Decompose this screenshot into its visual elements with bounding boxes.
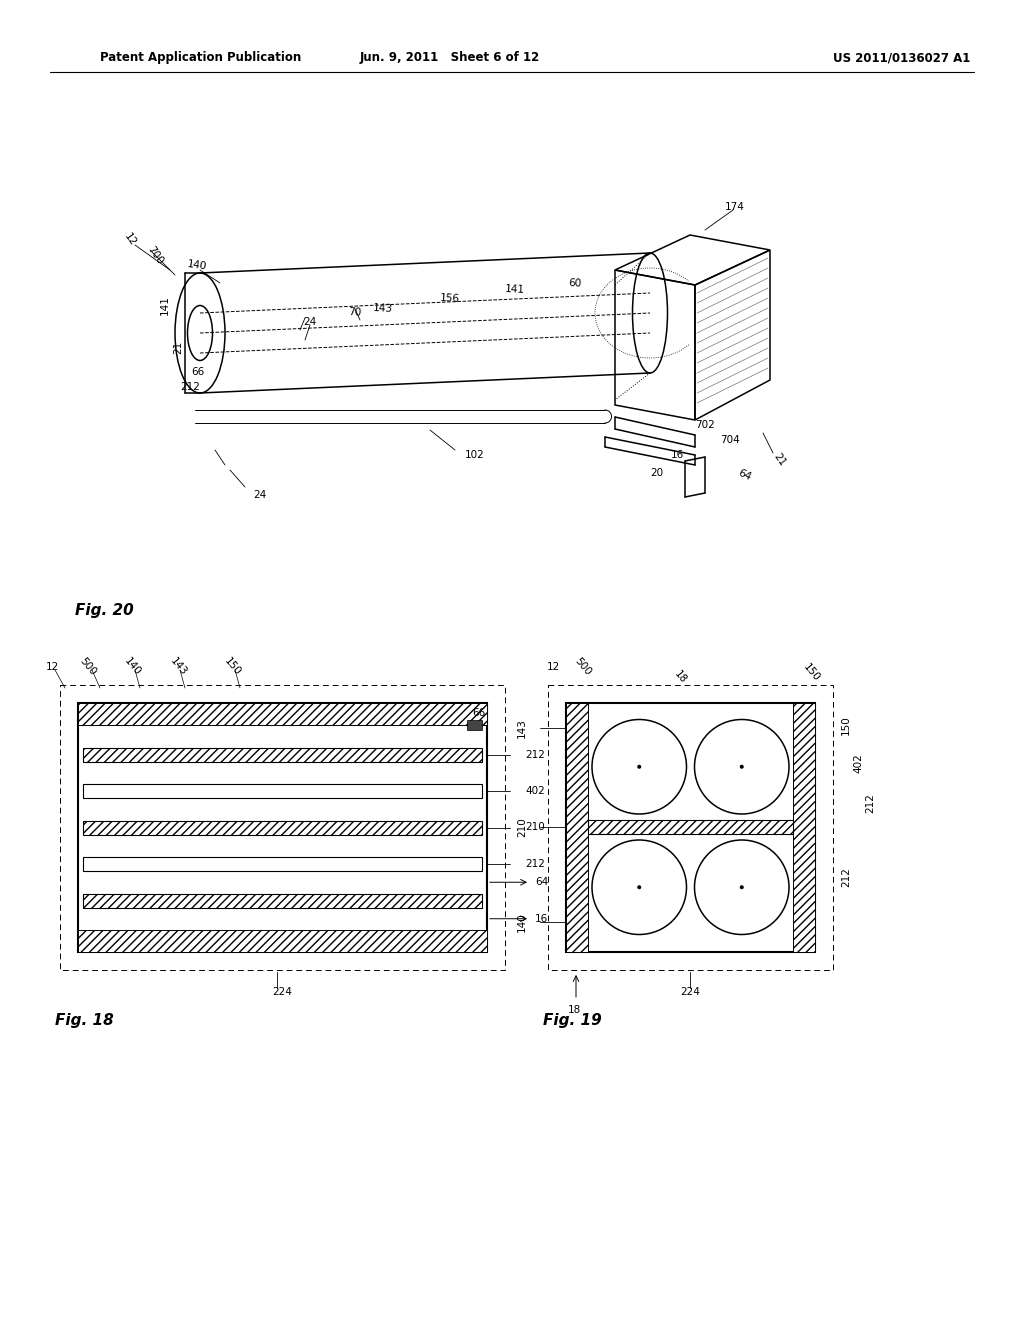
- Text: 66: 66: [191, 367, 205, 378]
- Text: 140: 140: [186, 259, 208, 272]
- Text: 150: 150: [841, 715, 851, 735]
- Bar: [83, 857, 482, 871]
- Text: 64: 64: [737, 467, 753, 482]
- Text: 70: 70: [348, 306, 361, 317]
- Text: 402: 402: [525, 785, 545, 796]
- Text: Fig. 18: Fig. 18: [55, 1012, 114, 1027]
- Text: 702: 702: [695, 420, 715, 430]
- Text: 21: 21: [173, 341, 183, 354]
- Text: 210: 210: [517, 817, 527, 837]
- Bar: [60, 685, 505, 970]
- Bar: [83, 821, 482, 834]
- Text: Patent Application Publication: Patent Application Publication: [100, 51, 301, 65]
- Text: 212: 212: [525, 859, 545, 869]
- Text: 150: 150: [801, 663, 821, 684]
- Text: 21: 21: [772, 451, 787, 469]
- Text: 60: 60: [568, 277, 582, 288]
- Bar: [566, 704, 815, 952]
- Bar: [588, 820, 793, 834]
- Text: Fig. 19: Fig. 19: [543, 1012, 602, 1027]
- Bar: [566, 704, 588, 952]
- Bar: [78, 931, 487, 952]
- Text: 141: 141: [505, 285, 525, 296]
- Text: 24: 24: [303, 317, 316, 327]
- Text: 224: 224: [272, 987, 292, 997]
- Bar: [793, 704, 815, 952]
- Text: 150: 150: [222, 656, 243, 677]
- Text: 64: 64: [535, 878, 548, 887]
- Text: 700: 700: [145, 244, 165, 265]
- Text: 143: 143: [517, 718, 527, 738]
- Circle shape: [739, 886, 743, 890]
- Text: 402: 402: [853, 754, 863, 774]
- Text: 174: 174: [725, 202, 744, 213]
- Text: 24: 24: [253, 490, 266, 500]
- Bar: [467, 719, 482, 730]
- Text: 156: 156: [440, 293, 460, 305]
- Text: 12: 12: [547, 663, 560, 672]
- Text: 212: 212: [180, 381, 200, 392]
- Text: 212: 212: [865, 793, 874, 813]
- Text: Fig. 20: Fig. 20: [75, 602, 134, 618]
- Bar: [78, 704, 487, 952]
- Text: 66: 66: [472, 708, 485, 718]
- Text: Jun. 9, 2011   Sheet 6 of 12: Jun. 9, 2011 Sheet 6 of 12: [359, 51, 540, 65]
- Text: 210: 210: [525, 822, 545, 833]
- Text: 12: 12: [122, 232, 138, 248]
- Text: 140: 140: [122, 656, 142, 677]
- Bar: [83, 784, 482, 799]
- Circle shape: [739, 764, 743, 768]
- Text: 12: 12: [45, 663, 58, 672]
- Text: US 2011/0136027 A1: US 2011/0136027 A1: [833, 51, 970, 65]
- Text: 16: 16: [671, 450, 684, 459]
- Bar: [83, 894, 482, 908]
- Text: 141: 141: [160, 296, 170, 315]
- Bar: [78, 704, 487, 725]
- Circle shape: [637, 886, 641, 890]
- Text: 16: 16: [535, 913, 548, 924]
- Text: 140: 140: [517, 912, 527, 932]
- Text: 212: 212: [525, 750, 545, 759]
- Text: 212: 212: [841, 867, 851, 887]
- Circle shape: [637, 764, 641, 768]
- Text: 18: 18: [567, 1005, 581, 1015]
- Text: 500: 500: [572, 656, 593, 677]
- Bar: [548, 685, 833, 970]
- Text: 224: 224: [680, 987, 700, 997]
- Text: 102: 102: [465, 450, 485, 459]
- Text: 704: 704: [720, 436, 740, 445]
- Text: 143: 143: [373, 304, 393, 314]
- Text: 18: 18: [672, 669, 688, 685]
- Bar: [83, 747, 482, 762]
- Text: 143: 143: [168, 656, 188, 678]
- Text: 20: 20: [650, 469, 664, 478]
- Text: 500: 500: [78, 656, 98, 677]
